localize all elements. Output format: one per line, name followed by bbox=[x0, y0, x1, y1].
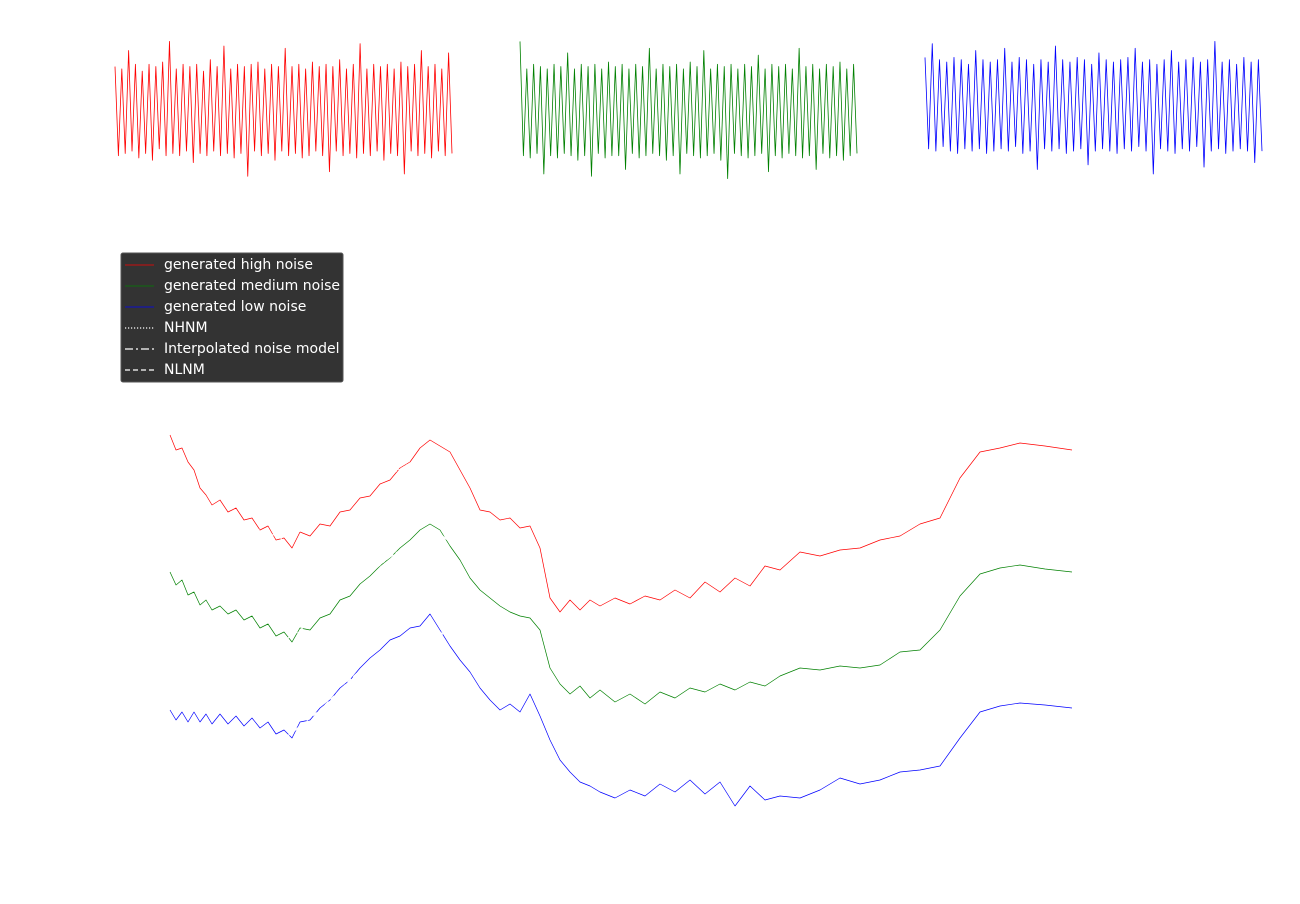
psd-line bbox=[169, 434, 1073, 613]
legend-box bbox=[120, 252, 344, 383]
noise-trace bbox=[519, 41, 858, 179]
legend-label: Interpolated noise model bbox=[164, 341, 340, 357]
legend-label: NLNM bbox=[164, 362, 205, 378]
legend-label: generated high noise bbox=[164, 257, 313, 273]
psd-line bbox=[170, 625, 451, 739]
legend: generated high noise generated medium noi… bbox=[120, 252, 344, 383]
psd-line bbox=[169, 613, 1073, 807]
noise-trace bbox=[114, 41, 453, 177]
noise-trace bbox=[924, 41, 1263, 175]
legend-label: generated medium noise bbox=[164, 278, 340, 294]
legend-label: NHNM bbox=[164, 320, 208, 336]
legend-label: generated low noise bbox=[164, 299, 306, 315]
psd-line bbox=[169, 523, 1073, 705]
psd-line bbox=[169, 529, 451, 641]
